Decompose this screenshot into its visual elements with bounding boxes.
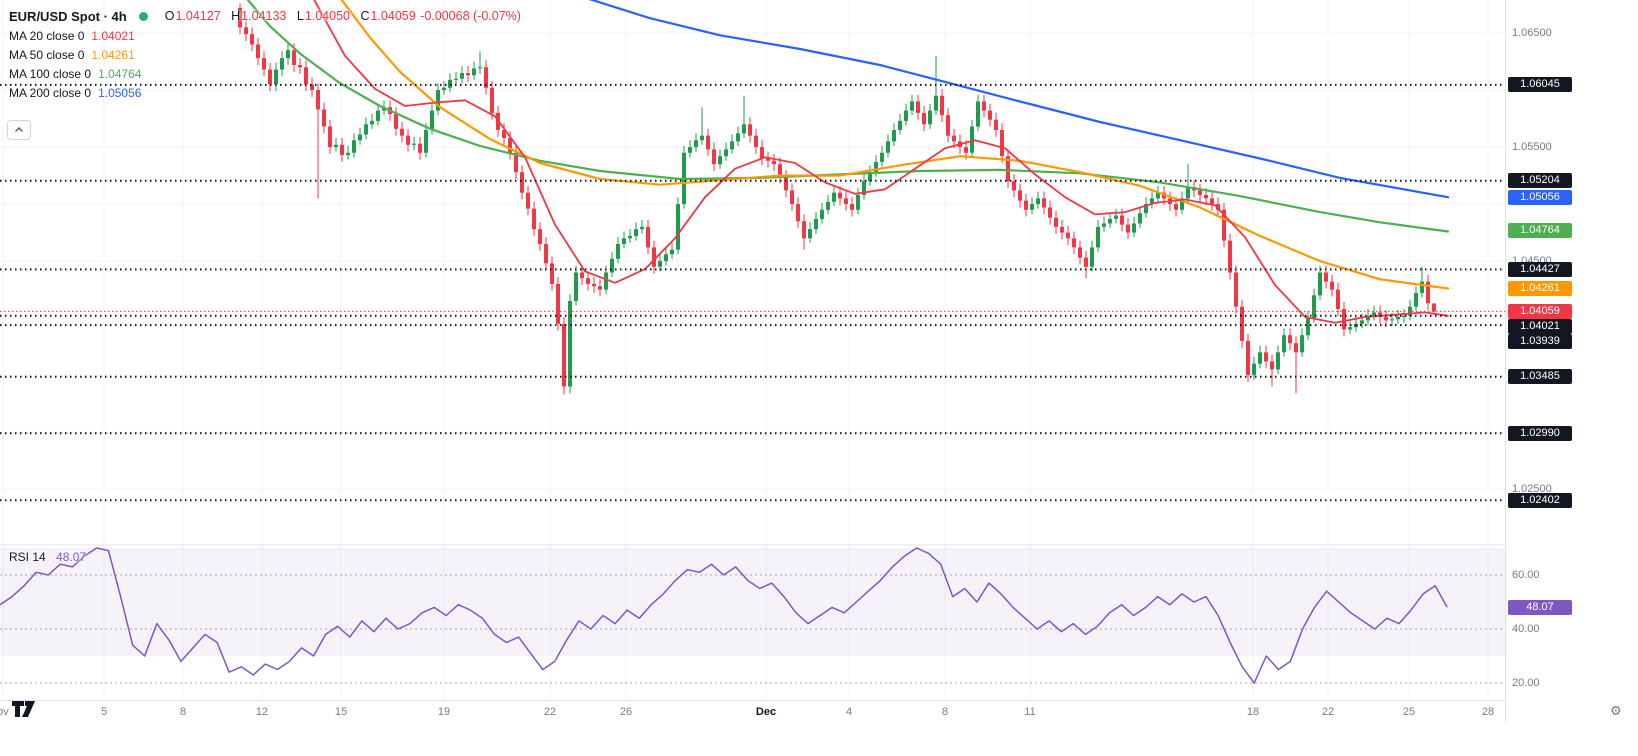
ma-200-line: [588, 0, 1450, 199]
symbol-row: EUR/USD Spot · 4h O1.04127 H1.04133 L1.0…: [9, 6, 521, 26]
ma-50-line: [340, 0, 1450, 290]
time-axis[interactable]: ov 5 8 12 15 19 22 26 Dec 4 8 11 18 22 25 28: [0, 700, 1505, 723]
rsi-legend: RSI 14 48.07: [9, 550, 86, 564]
tradingview-logo[interactable]: [12, 701, 38, 719]
time-label: ov: [0, 706, 9, 718]
ma-legend-row[interactable]: MA 200 close 0 1.05056: [9, 83, 521, 102]
open-label: O: [164, 9, 175, 23]
price-level-label: 1.04427: [1508, 261, 1572, 277]
time-label: Dec: [755, 706, 777, 718]
close-label: C: [360, 9, 370, 23]
close-value: 1.04059: [370, 9, 416, 23]
symbol-title[interactable]: EUR/USD Spot · 4h: [9, 8, 127, 24]
open-value: 1.04127: [175, 9, 221, 23]
price-level-label: 1.06045: [1508, 77, 1572, 93]
series-price-label: 1.05056: [1508, 190, 1572, 206]
price-chart-pane[interactable]: [0, 0, 1505, 700]
rsi-label[interactable]: RSI 14: [9, 550, 46, 564]
rsi-tick-label: 20.00: [1512, 676, 1540, 689]
rsi-line: [0, 547, 1448, 684]
time-label: 28: [1481, 706, 1495, 718]
price-tick-label: 1.02500: [1512, 483, 1552, 496]
market-status-dot: [138, 11, 148, 21]
time-label: 4: [845, 706, 853, 718]
time-label: 12: [255, 706, 269, 718]
price-level-label: 1.02402: [1508, 492, 1572, 508]
high-value: 1.04133: [241, 9, 287, 23]
ma-legend-row[interactable]: MA 50 close 0 1.04261: [9, 45, 521, 64]
time-label: 15: [334, 706, 348, 718]
ma-legend-rows: MA 20 close 0 1.04021 MA 50 close 0 1.04261…: [9, 26, 521, 102]
ma-legend-value: 1.04764: [98, 66, 142, 81]
ma-legend-value: 1.05056: [98, 85, 142, 100]
axis-settings-gear-icon[interactable]: ⚙: [1610, 703, 1622, 718]
rsi-tick-label: 40.00: [1512, 622, 1540, 635]
time-label: 22: [543, 706, 557, 718]
rsi-plot: [0, 547, 1505, 684]
price-level-label: 1.02990: [1508, 425, 1572, 441]
rsi-tick-label: 60.00: [1512, 568, 1540, 581]
time-label: 11: [1024, 706, 1036, 718]
series-price-label: 1.04764: [1508, 223, 1572, 239]
ma-legend-row[interactable]: MA 100 close 0 1.04764: [9, 64, 521, 83]
ma-100-line: [246, 0, 1450, 233]
rsi-value: 48.07: [56, 550, 87, 564]
series-price-label: 1.04059: [1508, 303, 1572, 319]
price-level-label: 1.04021: [1508, 318, 1572, 334]
time-label: 8: [941, 706, 949, 718]
time-label: 19: [437, 706, 451, 718]
time-label: 26: [619, 706, 633, 718]
low-value: 1.04050: [304, 9, 350, 23]
low-label: L: [296, 9, 304, 23]
ma-legend-value: 1.04021: [91, 28, 135, 43]
ma-legend-label: MA 50 close 0: [9, 47, 85, 62]
chevron-up-icon: [14, 126, 24, 133]
price-level-label: 1.05204: [1508, 173, 1572, 189]
level-lines: [0, 83, 1505, 502]
change-value: -0.00068 (-0.07%): [420, 9, 521, 23]
price-axis[interactable]: 1.065001.055001.045001.025001.060451.052…: [1505, 0, 1638, 722]
high-label: H: [231, 9, 241, 23]
time-label: 25: [1402, 706, 1416, 718]
time-label: 5: [100, 706, 108, 718]
price-tick-label: 1.06500: [1512, 27, 1552, 40]
ma-legend-label: MA 200 close 0: [9, 85, 92, 100]
price-tick-label: 1.05500: [1512, 141, 1552, 154]
time-label: 8: [179, 706, 187, 718]
ma-legend-row[interactable]: MA 20 close 0 1.04021: [9, 26, 521, 45]
time-label: 18: [1246, 706, 1260, 718]
ma-legend-value: 1.04261: [91, 47, 135, 62]
tradingview-logo-icon: [12, 701, 35, 717]
ma-legend-label: MA 100 close 0: [9, 66, 92, 81]
time-label: 22: [1321, 706, 1335, 718]
price-level-label: 1.03485: [1508, 369, 1572, 385]
indicator-legend: EUR/USD Spot · 4h O1.04127 H1.04133 L1.0…: [9, 6, 521, 102]
ma-legend-label: MA 20 close 0: [9, 28, 85, 43]
ohlc-readout: O1.04127 H1.04133 L1.04050 C1.04059 -0.0…: [158, 9, 521, 23]
price-level-label: 1.03939: [1508, 333, 1572, 349]
collapse-indicators-button[interactable]: [7, 120, 31, 140]
rsi-value-label: 48.07: [1508, 599, 1572, 615]
series-price-label: 1.04261: [1508, 280, 1572, 296]
